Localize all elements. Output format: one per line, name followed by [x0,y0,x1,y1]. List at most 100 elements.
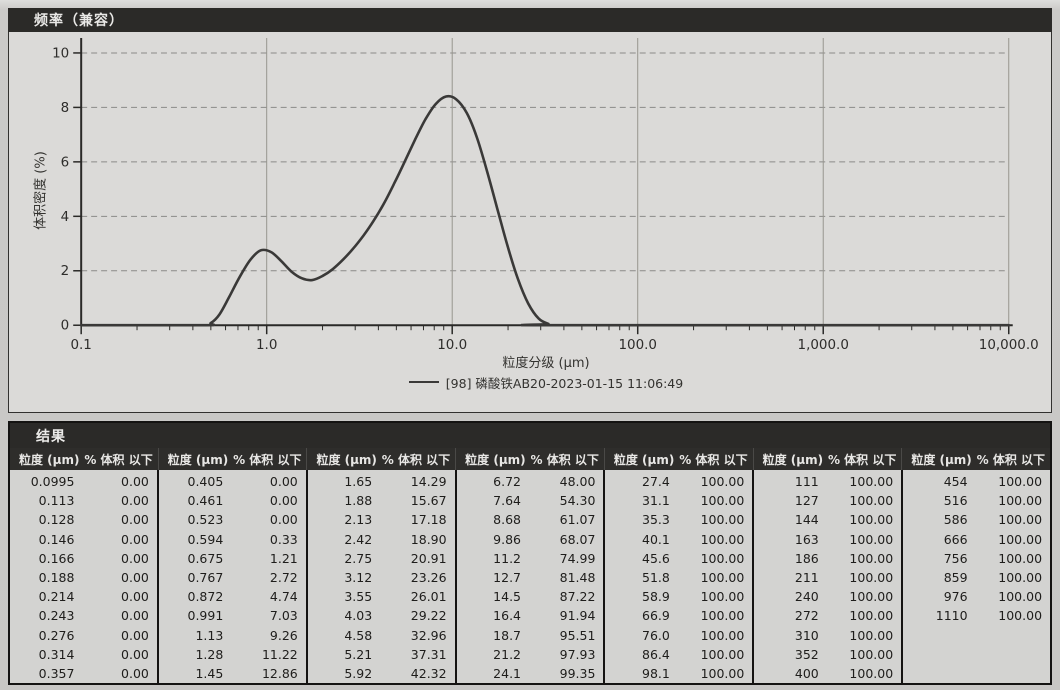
table-row: 0.357 0.00 [10,664,157,683]
table-row: 310 100.00 [754,626,901,645]
table-row: 0.675 1.21 [159,549,306,568]
sub-table-header: 粒度 (μm) % 体积 以下 [10,448,158,470]
pct-value: 100.00 [849,627,894,643]
table-row: 586 100.00 [903,510,1050,529]
frequency-chart: 0.1 1.0 10.0 100.0 1,000.0 10,000.0 0 2 4 6 8 10 [52,37,1039,353]
table-row: 0.594 0.33 [159,530,306,549]
size-value: 1110 [935,608,968,624]
pct-value: 100.00 [998,531,1043,547]
pct-header: % 体积 以下 [233,452,302,467]
pct-value: 42.32 [410,665,447,681]
size-value: 756 [943,550,968,566]
size-value: 76.0 [642,627,670,643]
pct-value: 100.00 [849,570,894,586]
sub-table-column: 111 100.00 127 100.00 144 100.00 163 100.00 186 1… [752,470,901,683]
table-row: 2.75 20.91 [308,549,455,568]
size-value: 9.86 [493,531,522,547]
x-axis-label: 粒度分级 (μm) [502,356,590,371]
legend-line-swatch [408,381,439,383]
sub-table-header: 粒度 (μm) % 体积 以下 [455,448,604,470]
sub-table-header: 粒度 (μm) % 体积 以下 [306,448,455,470]
size-value: 976 [943,589,968,605]
pct-header: % 体积 以下 [530,452,599,467]
chart-legend: [98] 磷酸铁AB20-2023-01-15 11:06:49 [296,373,796,391]
sub-table-column: 27.4 100.00 31.1 100.00 35.3 100.00 40.1 100.00… [603,470,752,683]
size-value: 1.88 [344,493,373,509]
results-title-bar: 结果 [10,423,1050,448]
pct-value: 100.00 [700,627,745,643]
table-row: 111 100.00 [754,472,901,491]
size-value: 1.28 [195,646,224,662]
x-tick-label: 10,000.0 [979,338,1039,353]
size-value: 3.55 [344,589,373,605]
pct-value: 9.26 [269,627,298,643]
pct-value: 12.86 [261,665,298,681]
table-row: 0.243 0.00 [10,606,157,625]
table-row: 1.88 15.67 [308,491,455,510]
results-section: 结果 粒度 (μm)% 体积 以下 粒度 (μm)% 体积 以下 粒度 (μm)% … [8,421,1052,685]
pct-value: 99.35 [559,665,596,681]
sub-table-header: 粒度 (μm) % 体积 以下 [901,448,1050,470]
pct-value: 2.72 [269,570,298,586]
pct-value: 0.00 [269,493,298,509]
table-row: 0.461 0.00 [159,491,306,510]
table-row: 3.12 23.26 [308,568,455,587]
table-row: 16.4 91.94 [457,606,604,625]
size-header: 粒度 (μm) [465,452,526,467]
pct-header: % 体积 以下 [976,452,1046,467]
table-row: 1.45 12.86 [159,664,306,683]
x-tick-label: 1.0 [256,338,277,353]
pct-value: 100.00 [700,570,745,586]
pct-value: 100.00 [700,474,745,490]
pct-value: 100.00 [700,646,745,662]
size-header: 粒度 (μm) [316,452,377,467]
table-row: 21.2 97.93 [457,645,604,664]
size-value: 4.03 [344,608,373,624]
pct-header: % 体积 以下 [381,452,451,467]
size-value: 2.13 [344,512,373,528]
size-header: 粒度 (μm) [167,452,229,467]
size-value: 45.6 [642,550,670,566]
size-header: 粒度 (μm) [762,452,824,467]
size-value: 0.767 [187,570,224,586]
pct-value: 0.00 [121,474,149,490]
size-value: 5.21 [344,646,373,662]
chart-title: 频率（兼容） [34,13,124,29]
pct-value: 100.00 [998,493,1043,509]
sub-table-header: 粒度 (μm) % 体积 以下 [603,448,753,470]
pct-value: 11.22 [261,646,298,662]
table-row: 24.1 99.35 [457,664,604,683]
size-value: 0.523 [187,512,224,528]
table-row: 352 100.00 [754,645,901,664]
table-row: 8.68 61.07 [457,510,604,529]
table-row: 240 100.00 [754,587,901,606]
table-row: 516 100.00 [903,491,1050,510]
table-row: 0.872 4.74 [159,587,306,606]
table-row: 12.7 81.48 [457,568,604,587]
distribution-curve [79,94,1011,327]
pct-value: 18.90 [410,531,447,547]
y-tick-label: 6 [61,155,70,170]
size-header: 粒度 (μm) [911,452,972,467]
size-value: 2.42 [344,531,373,547]
size-value: 0.405 [187,474,224,490]
y-tick-label: 2 [61,264,70,279]
table-row: 127 100.00 [754,491,901,510]
report-page: 频率（兼容） 0.1 1.0 10.0 100.0 1,000.0 10,000.0 0 2 4… [8,8,1052,685]
table-row: 0.523 0.00 [159,510,306,529]
size-value: 0.214 [38,589,75,605]
size-value: 27.4 [642,474,670,490]
size-value: 111 [794,474,819,490]
size-value: 516 [943,493,968,509]
table-row: 5.92 42.32 [308,664,455,683]
pct-header: % 体积 以下 [84,452,153,467]
pct-value: 100.00 [998,512,1043,528]
pct-value: 61.07 [559,512,596,528]
pct-value: 0.00 [121,665,149,681]
pct-value: 48.00 [559,474,596,490]
size-value: 3.12 [344,570,373,586]
size-value: 400 [794,665,819,681]
table-row: 144 100.00 [754,510,901,529]
pct-value: 100.00 [700,550,745,566]
table-row: 0.166 0.00 [10,549,157,568]
